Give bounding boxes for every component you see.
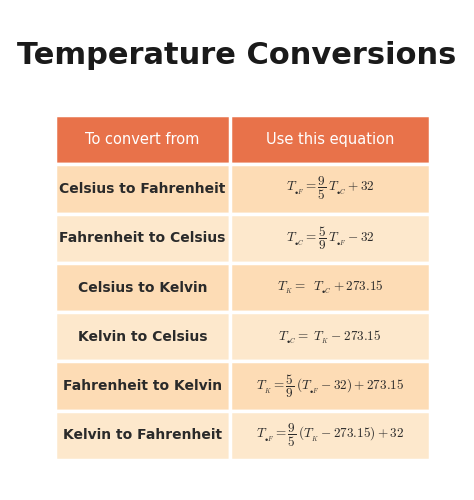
Bar [55, 164, 230, 214]
Text: Fahrenheit to Celsius: Fahrenheit to Celsius [59, 231, 226, 245]
Bar [230, 164, 430, 214]
Bar [55, 263, 230, 312]
Text: Kelvin to Fahrenheit: Kelvin to Fahrenheit [63, 428, 222, 442]
Bar [230, 410, 430, 460]
Text: $T_{_{\bullet C}} = \dfrac{5}{9}\, T_{_{\bullet F}} - 32$: $T_{_{\bullet C}} = \dfrac{5}{9}\, T_{_{… [286, 224, 374, 252]
Text: Use this equation: Use this equation [266, 132, 394, 147]
Text: $T_{_K} = \dfrac{5}{9}\,( T_{_{\bullet F}} - 32) +273.15$: $T_{_K} = \dfrac{5}{9}\,( T_{_{\bullet F… [256, 372, 404, 400]
Bar [230, 362, 430, 410]
Text: Kelvin to Celsius: Kelvin to Celsius [78, 330, 207, 344]
Text: Celsius to Kelvin: Celsius to Kelvin [78, 280, 207, 294]
Bar [55, 115, 430, 164]
Text: $T_{_{\bullet C}} = \; T_{_K} - 273.15$: $T_{_{\bullet C}} = \; T_{_K} - 273.15$ [278, 328, 382, 345]
Bar [55, 410, 230, 460]
Text: Celsius to Fahrenheit: Celsius to Fahrenheit [59, 182, 226, 196]
Text: $T_{_{\bullet F}} = \dfrac{9}{5}\,( T_{_K} - 273.15) + 32$: $T_{_{\bullet F}} = \dfrac{9}{5}\,( T_{_… [256, 422, 404, 449]
Text: Fahrenheit to Kelvin: Fahrenheit to Kelvin [63, 379, 222, 393]
Text: $T_{_K} = \;\; T_{_{\bullet C}} + 273.15$: $T_{_K} = \;\; T_{_{\bullet C}} + 273.15… [277, 278, 383, 296]
Bar [55, 214, 230, 263]
Bar [230, 312, 430, 362]
Text: Temperature Conversions: Temperature Conversions [18, 40, 456, 70]
Bar [230, 263, 430, 312]
Bar [230, 214, 430, 263]
Text: To convert from: To convert from [85, 132, 200, 147]
Text: $T_{_{\bullet F}} = \dfrac{9}{5}\, T_{_{\bullet C}} + 32$: $T_{_{\bullet F}} = \dfrac{9}{5}\, T_{_{… [286, 176, 374, 203]
Bar [55, 362, 230, 410]
Bar [55, 312, 230, 362]
